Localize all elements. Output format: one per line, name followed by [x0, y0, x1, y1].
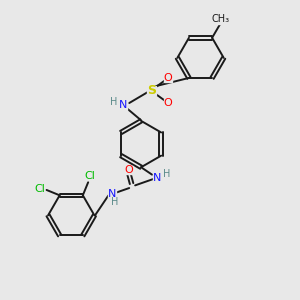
Bar: [124, 166, 133, 174]
Bar: [164, 74, 172, 82]
Text: N: N: [108, 189, 116, 199]
Bar: [164, 99, 172, 107]
Bar: [215, 15, 226, 23]
Text: H: H: [110, 97, 117, 106]
Text: Cl: Cl: [85, 171, 96, 181]
Bar: [108, 190, 116, 198]
Text: N: N: [153, 172, 162, 183]
Text: O: O: [124, 165, 133, 175]
Bar: [164, 170, 170, 177]
Text: N: N: [119, 100, 128, 110]
Bar: [85, 172, 95, 180]
Text: H: H: [111, 197, 118, 207]
Bar: [153, 173, 162, 182]
Bar: [147, 86, 156, 95]
Text: CH₃: CH₃: [212, 14, 230, 24]
Text: Cl: Cl: [34, 184, 45, 194]
Text: H: H: [163, 169, 171, 179]
Text: S: S: [147, 84, 156, 97]
Bar: [119, 101, 128, 110]
Bar: [35, 185, 44, 193]
Bar: [111, 99, 117, 105]
Bar: [112, 199, 118, 206]
Text: O: O: [164, 73, 172, 83]
Text: O: O: [164, 98, 172, 108]
